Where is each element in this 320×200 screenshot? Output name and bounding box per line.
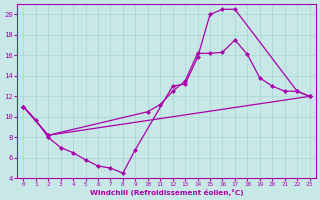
X-axis label: Windchill (Refroidissement éolien,°C): Windchill (Refroidissement éolien,°C) — [90, 189, 243, 196]
